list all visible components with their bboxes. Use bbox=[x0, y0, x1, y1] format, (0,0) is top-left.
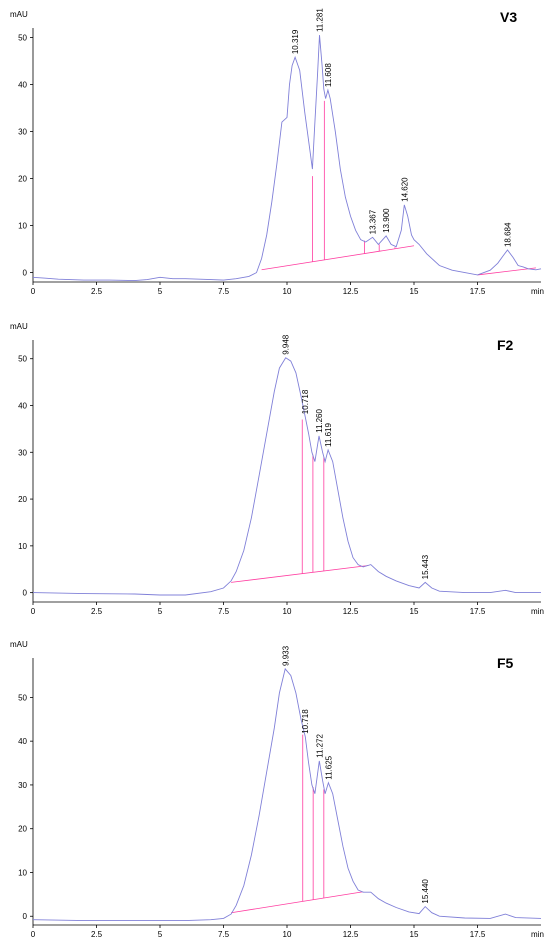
panel-v3-peak-label: 14.620 bbox=[400, 177, 409, 202]
panel-f2-x-tick-label: 7.5 bbox=[218, 607, 230, 616]
panel-v3-peak-label: 18.684 bbox=[504, 222, 513, 247]
panel-f2-y-tick-label: 10 bbox=[18, 542, 27, 551]
panel-f2-peak-label: 11.619 bbox=[324, 423, 333, 447]
panel-f5-peak-label: 10.718 bbox=[301, 709, 310, 734]
panel-f5-x-tick-label: 10 bbox=[283, 930, 292, 939]
panel-v3-baseline bbox=[261, 245, 415, 271]
panel-f2-x-tick-label: 15 bbox=[410, 607, 419, 616]
panel-v3-x-tick-label: 0 bbox=[31, 287, 36, 296]
panel-v3-trace bbox=[32, 35, 542, 282]
panel-f5-baseline bbox=[231, 891, 364, 914]
panel-v3-x-tick-label: 10 bbox=[283, 287, 292, 296]
panel-v3-x-unit-label: min bbox=[531, 287, 544, 296]
panel-v3-baseline bbox=[477, 267, 536, 276]
panel-f5-trace bbox=[32, 667, 542, 922]
panel-v3-y-tick-label: 40 bbox=[18, 80, 27, 89]
panel-v3-peak-label: 11.281 bbox=[316, 8, 325, 32]
panel-f2-baseline bbox=[231, 565, 369, 583]
panel-f2-x-tick-label: 17.5 bbox=[470, 607, 486, 616]
panel-f5-y-tick-label: 20 bbox=[18, 825, 27, 834]
panel-f5-x-tick-label: 12.5 bbox=[343, 930, 359, 939]
chart-panel-V3: 0 10 20 30 40 50 0 2.5 5 7.5 10 12.5 15 17.5 mAU min V3 1… bbox=[10, 8, 544, 296]
panel-v3-y-tick-label: 30 bbox=[18, 127, 27, 136]
panel-f5-peak-label: 9.933 bbox=[281, 645, 290, 666]
panel-f2-peak-label: 15.443 bbox=[421, 554, 430, 579]
panel-f2-title: F2 bbox=[497, 337, 514, 353]
panel-f5-y-tick-label: 10 bbox=[18, 868, 27, 877]
panel-f5-peak-label: 11.272 bbox=[315, 733, 324, 757]
panel-v3-peak-label: 13.367 bbox=[369, 209, 378, 234]
panel-f2-x-tick-label: 12.5 bbox=[343, 607, 359, 616]
panel-f5-x-tick-label: 0 bbox=[31, 930, 36, 939]
panel-f2-y-tick-label: 30 bbox=[18, 448, 27, 457]
panel-f5-x-tick-label: 17.5 bbox=[470, 930, 486, 939]
panel-f2-x-unit-label: min bbox=[531, 607, 544, 616]
panel-v3-y-tick-label: 10 bbox=[18, 222, 27, 231]
panel-f2-trace bbox=[32, 357, 541, 596]
panel-f5-y-tick-label: 40 bbox=[18, 737, 27, 746]
panel-v3-y-unit-label: mAU bbox=[10, 10, 28, 19]
panel-f5-peak-label: 15.440 bbox=[421, 879, 430, 904]
panel-f5-peak-label: 11.625 bbox=[324, 755, 333, 779]
panel-f2-y-tick-label: 40 bbox=[18, 402, 27, 411]
chart-panel-F2: 0 10 20 30 40 50 0 2.5 5 7.5 10 12.5 15 17.5 mAU min F2 9… bbox=[10, 322, 544, 616]
panel-v3-title: V3 bbox=[500, 9, 517, 25]
panel-v3-y-tick-label: 50 bbox=[18, 33, 27, 42]
panel-f2-y-tick-label: 20 bbox=[18, 495, 27, 504]
panel-f2-x-tick-label: 2.5 bbox=[91, 607, 103, 616]
panel-v3-peak-label: 10.319 bbox=[291, 29, 300, 54]
panel-v3-x-tick-label: 15 bbox=[410, 287, 419, 296]
chart-panel-F5: 0 10 20 30 40 50 0 2.5 5 7.5 10 12.5 15 17.5 mAU min F5 9… bbox=[10, 640, 544, 939]
panel-f2-peak-label: 10.718 bbox=[301, 389, 310, 414]
panel-f2-y-tick-label: 50 bbox=[18, 355, 27, 364]
panel-f5-title: F5 bbox=[497, 655, 514, 671]
panel-v3-peak-label: 13.900 bbox=[382, 208, 391, 233]
panel-f5-x-tick-label: 5 bbox=[158, 930, 163, 939]
panel-v3-x-tick-label: 5 bbox=[158, 287, 163, 296]
panel-f5-y-unit-label: mAU bbox=[10, 640, 28, 649]
panel-f2-x-tick-label: 5 bbox=[158, 607, 163, 616]
panel-f2-peak-label: 9.948 bbox=[282, 334, 291, 355]
panel-v3-peak-label: 11.608 bbox=[324, 63, 333, 87]
panel-v3-y-tick-label: 0 bbox=[23, 269, 28, 278]
panel-f2-x-tick-label: 10 bbox=[283, 607, 292, 616]
panel-f5-x-tick-label: 2.5 bbox=[91, 930, 103, 939]
panel-v3-x-tick-label: 17.5 bbox=[470, 287, 486, 296]
panel-v3-x-tick-label: 7.5 bbox=[218, 287, 230, 296]
panel-v3-x-tick-label: 12.5 bbox=[343, 287, 359, 296]
panel-f2-x-tick-label: 0 bbox=[31, 607, 36, 616]
panel-v3-y-tick-label: 20 bbox=[18, 175, 27, 184]
panel-f2-peak-label: 11.260 bbox=[315, 408, 324, 432]
panel-v3-x-tick-label: 2.5 bbox=[91, 287, 103, 296]
panel-f5-y-tick-label: 0 bbox=[23, 912, 28, 921]
panel-f2-y-tick-label: 0 bbox=[23, 589, 28, 598]
panel-f5-y-tick-label: 50 bbox=[18, 693, 27, 702]
panel-f2-y-unit-label: mAU bbox=[10, 322, 28, 331]
panel-f5-x-tick-label: 7.5 bbox=[218, 930, 230, 939]
panel-f5-y-tick-label: 30 bbox=[18, 781, 27, 790]
panel-f5-x-tick-label: 15 bbox=[410, 930, 419, 939]
panel-f5-x-unit-label: min bbox=[531, 930, 544, 939]
